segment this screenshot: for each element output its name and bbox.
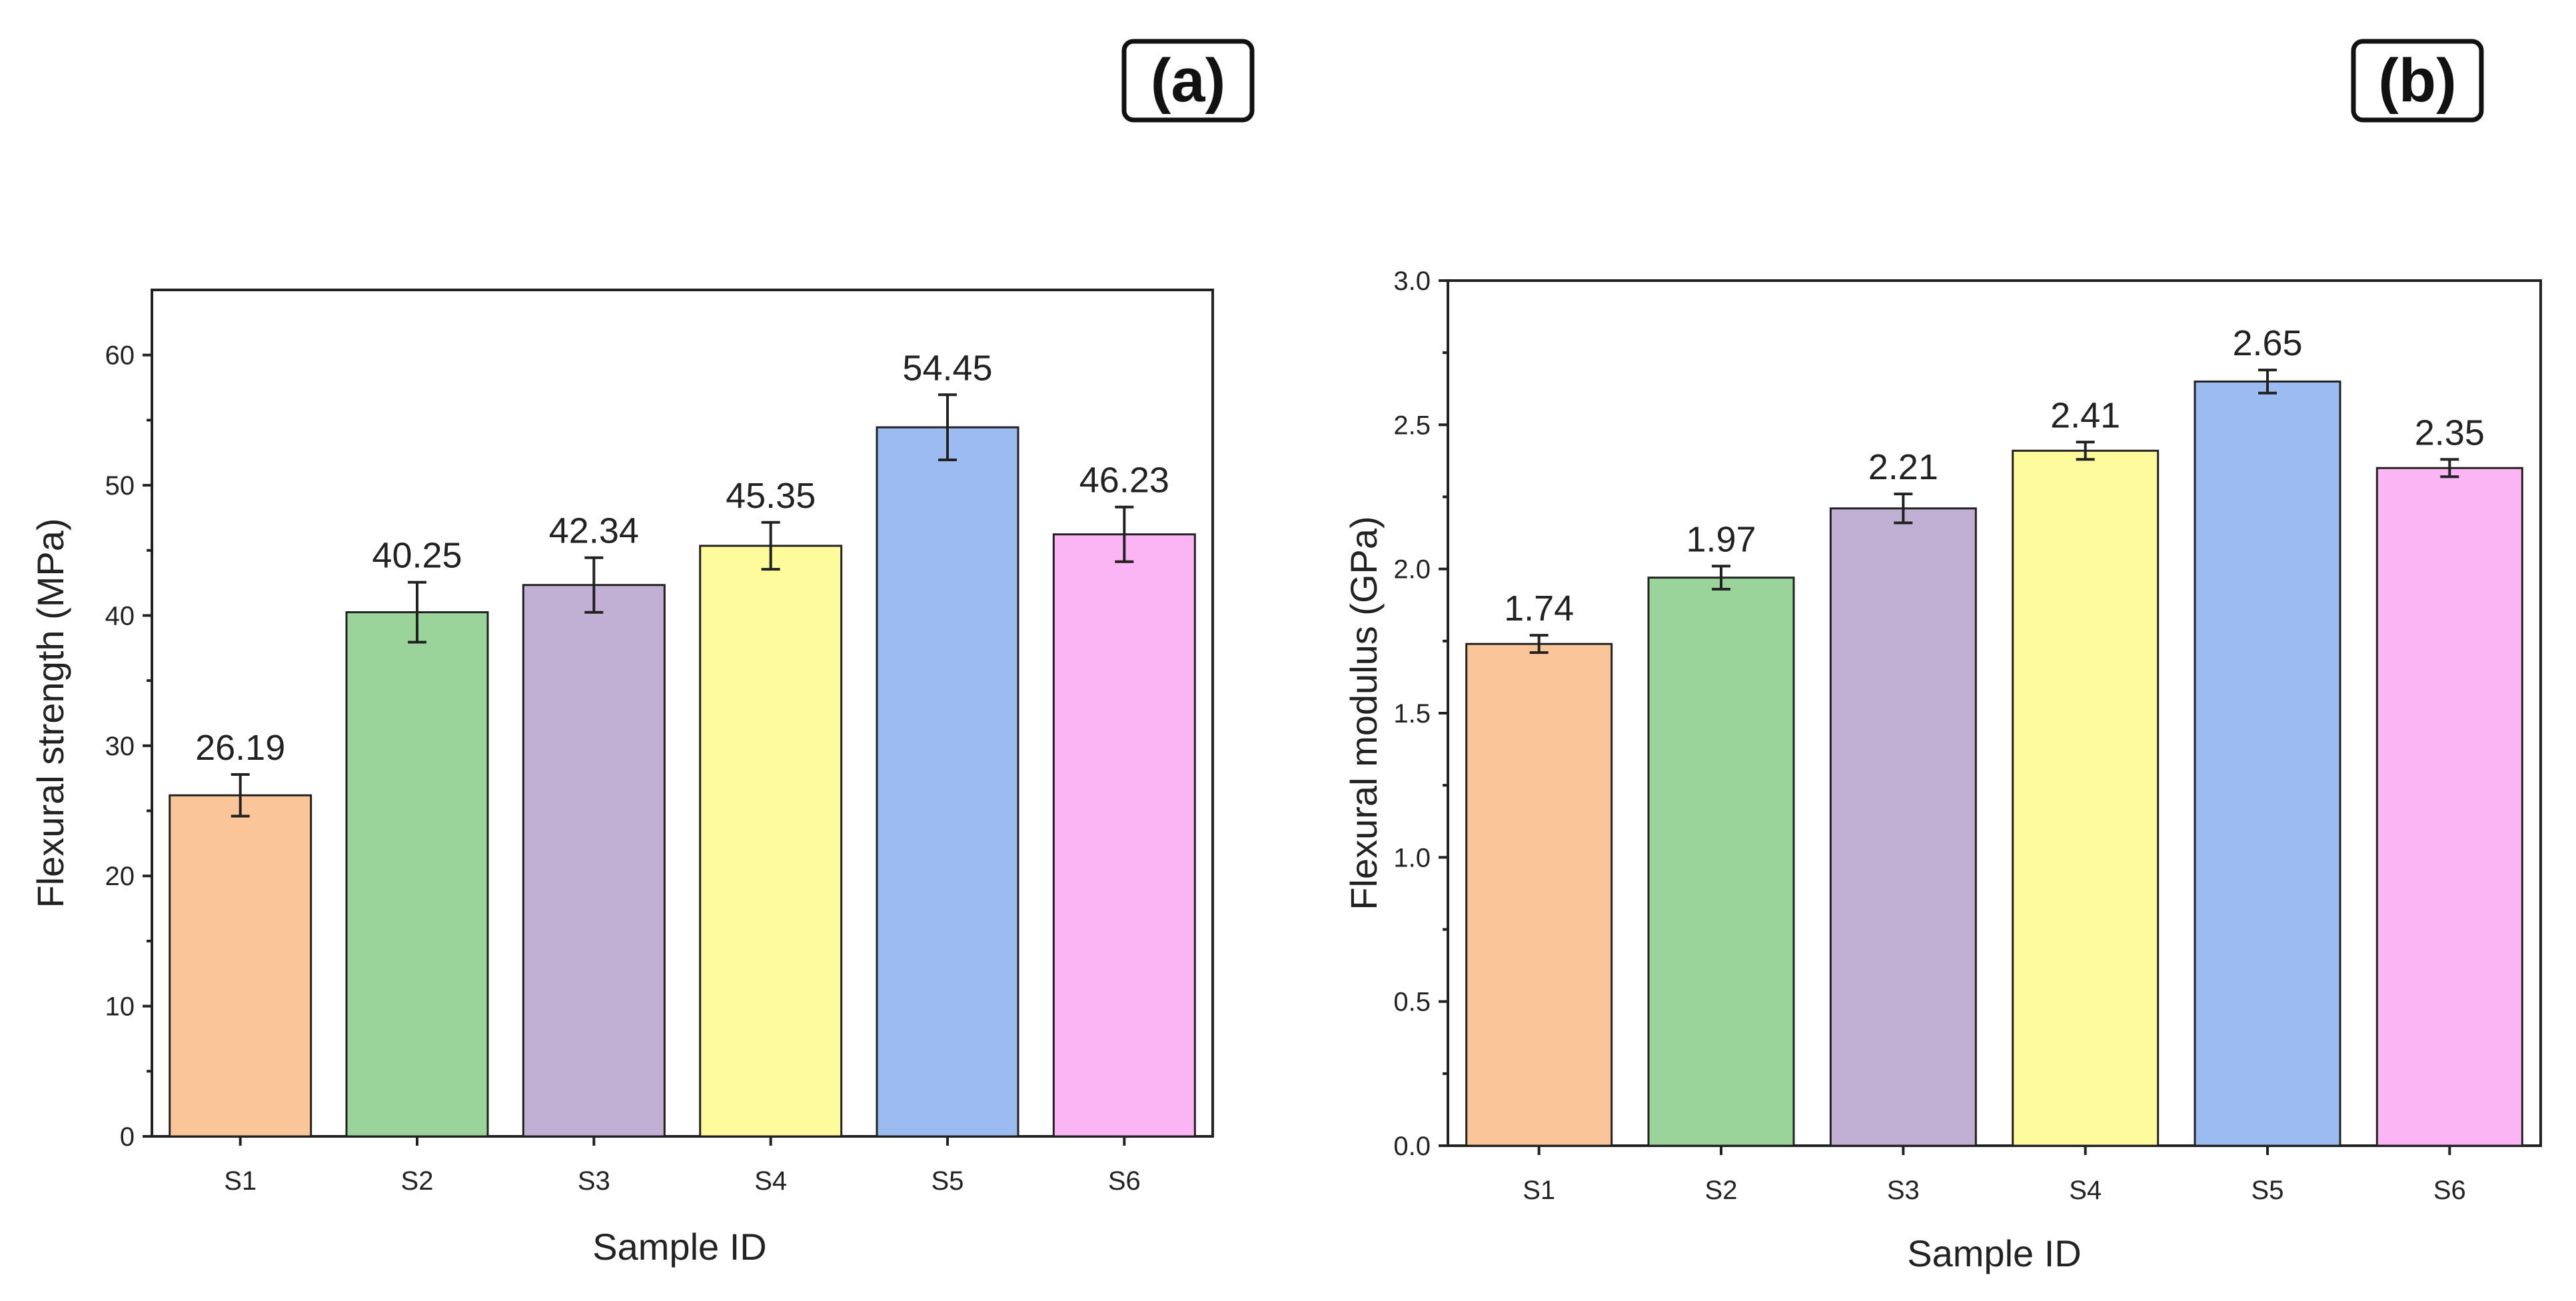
y-tick-label: 10 (105, 992, 135, 1022)
data-label: 26.19 (195, 728, 285, 768)
y-tick-label: 3.0 (1393, 267, 1431, 296)
data-label: 45.35 (726, 476, 816, 516)
bar-s4 (2012, 449, 2160, 1147)
bar-s5 (876, 426, 1019, 1138)
bar-s2 (1647, 577, 1795, 1147)
x-tick-label: S6 (1108, 1166, 1141, 1196)
panel-a-label: (a) (1151, 47, 1225, 115)
data-label: 2.41 (2050, 395, 2120, 435)
data-label: 54.45 (902, 348, 992, 388)
y-tick-label: 2.0 (1393, 555, 1431, 585)
panel-a-x-axis-title: Sample ID (592, 1226, 766, 1268)
y-tick-label: 0 (120, 1122, 135, 1152)
data-label: 1.74 (1504, 589, 1574, 629)
panel-a-flexural-strength: (a) 0 10 20 30 40 50 60 26.19 40.25 42.34 45.35 54… (29, 39, 1255, 1268)
x-tick-label: S5 (2252, 1176, 2284, 1205)
y-tick-label: 2.5 (1393, 411, 1431, 440)
y-tick-label: 50 (105, 471, 135, 501)
x-tick-label: S2 (1705, 1176, 1738, 1205)
panel-b-bars: 1.74 1.97 2.21 2.41 2.65 2.35 (1465, 323, 2523, 1147)
bar-s3 (1829, 507, 1977, 1147)
x-tick-label: S2 (401, 1166, 434, 1196)
y-tick-label: 60 (105, 341, 135, 371)
bar-s6 (1052, 533, 1196, 1138)
panel-a-badge: (a) (1121, 39, 1255, 123)
panel-b-y-axis-title: Flexural modulus (GPa) (1343, 516, 1385, 910)
bar-s1 (169, 794, 313, 1138)
data-label: 46.23 (1079, 461, 1169, 501)
x-tick-label: S1 (224, 1166, 257, 1196)
bar-s1 (1465, 643, 1613, 1147)
bar-s6 (2375, 467, 2523, 1147)
data-label: 42.34 (549, 511, 639, 551)
x-tick-label: S4 (754, 1166, 787, 1196)
y-tick-label: 20 (105, 862, 135, 891)
x-tick-label: S3 (1887, 1176, 1920, 1205)
panel-a-y-axis: 0 10 20 30 40 50 60 (105, 341, 152, 1152)
x-tick-label: S1 (1523, 1176, 1555, 1205)
x-tick-label: S5 (932, 1166, 964, 1196)
panel-a-y-axis-title: Flexural strength (MPa) (29, 518, 71, 908)
panel-b-label: (b) (2378, 47, 2456, 115)
y-tick-label: 1.5 (1393, 699, 1431, 728)
data-label: 40.25 (372, 536, 462, 576)
panel-a-x-axis: S1 S2 S3 S4 S5 S6 (224, 1136, 1141, 1196)
bar-s4 (699, 545, 843, 1138)
data-label: 2.65 (2232, 323, 2302, 363)
panel-a-plot-frame (151, 289, 1214, 1138)
x-tick-label: S4 (2069, 1176, 2102, 1205)
x-tick-label: S6 (2433, 1176, 2466, 1205)
data-label: 2.21 (1868, 447, 1938, 487)
y-tick-label: 0.0 (1393, 1132, 1431, 1161)
y-tick-label: 40 (105, 601, 135, 631)
y-tick-label: 1.0 (1393, 843, 1431, 872)
data-label: 2.35 (2415, 413, 2485, 453)
bar-s5 (2194, 380, 2341, 1147)
x-tick-label: S3 (578, 1166, 610, 1196)
panel-b-y-axis: 0.0 0.5 1.0 1.5 2.0 2.5 3.0 (1393, 267, 1448, 1161)
y-tick-label: 0.5 (1393, 988, 1431, 1017)
panel-b-x-axis-title: Sample ID (1907, 1232, 2081, 1274)
panel-b-flexural-modulus: (b) 0.0 0.5 1.0 1.5 2.0 2.5 3.0 1.74 1.97 2.21 2.… (1343, 39, 2542, 1274)
bar-s2 (345, 611, 489, 1138)
data-label: 1.97 (1686, 519, 1756, 559)
panel-b-x-axis: S1 S2 S3 S4 S5 S6 (1523, 1146, 2466, 1205)
panel-a-bars: 26.19 40.25 42.34 45.35 54.45 46.23 (169, 348, 1196, 1138)
bar-s3 (522, 584, 666, 1138)
panel-b-badge: (b) (2351, 39, 2484, 123)
y-tick-label: 30 (105, 732, 135, 761)
